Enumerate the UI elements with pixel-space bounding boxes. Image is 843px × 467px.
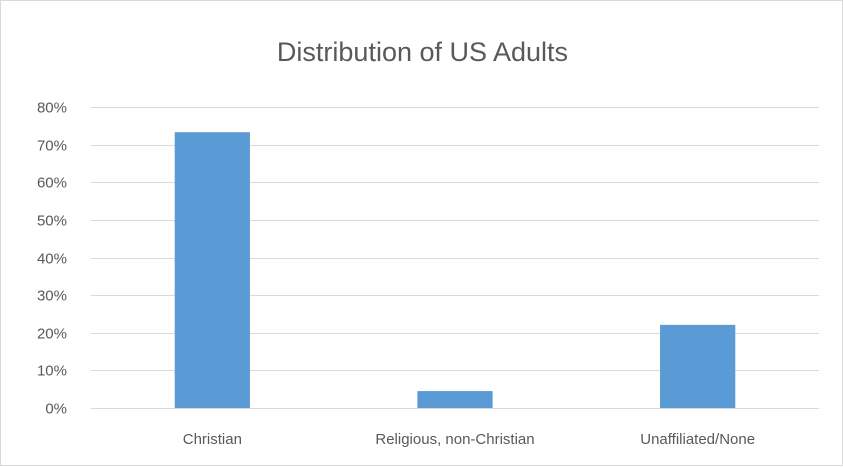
y-tick-label: 10% xyxy=(37,363,67,380)
y-tick-label: 60% xyxy=(37,175,67,192)
y-tick-label: 70% xyxy=(37,138,67,155)
y-tick-label: 30% xyxy=(37,288,67,305)
bar-christian xyxy=(174,132,250,409)
y-axis-tick-labels: 0% 10% 20% 30% 40% 50% 60% 70% 80% xyxy=(37,100,67,418)
chart-title: Distribution of US Adults xyxy=(277,37,568,67)
x-axis-category-labels: Christian Religious, non-Christian Unaffil… xyxy=(183,431,755,448)
x-category-label: Religious, non-Christian xyxy=(375,431,534,448)
y-tick-label: 50% xyxy=(37,213,67,230)
y-tick-label: 20% xyxy=(37,326,67,343)
bar-religious-non-christian xyxy=(417,391,493,408)
x-category-label: Christian xyxy=(183,431,242,448)
bar-unaffiliated-none xyxy=(660,324,736,408)
y-tick-label: 80% xyxy=(37,100,67,117)
y-tick-label: 40% xyxy=(37,251,67,268)
y-tick-label: 0% xyxy=(45,401,67,418)
x-category-label: Unaffiliated/None xyxy=(640,431,755,448)
bars xyxy=(174,132,736,409)
